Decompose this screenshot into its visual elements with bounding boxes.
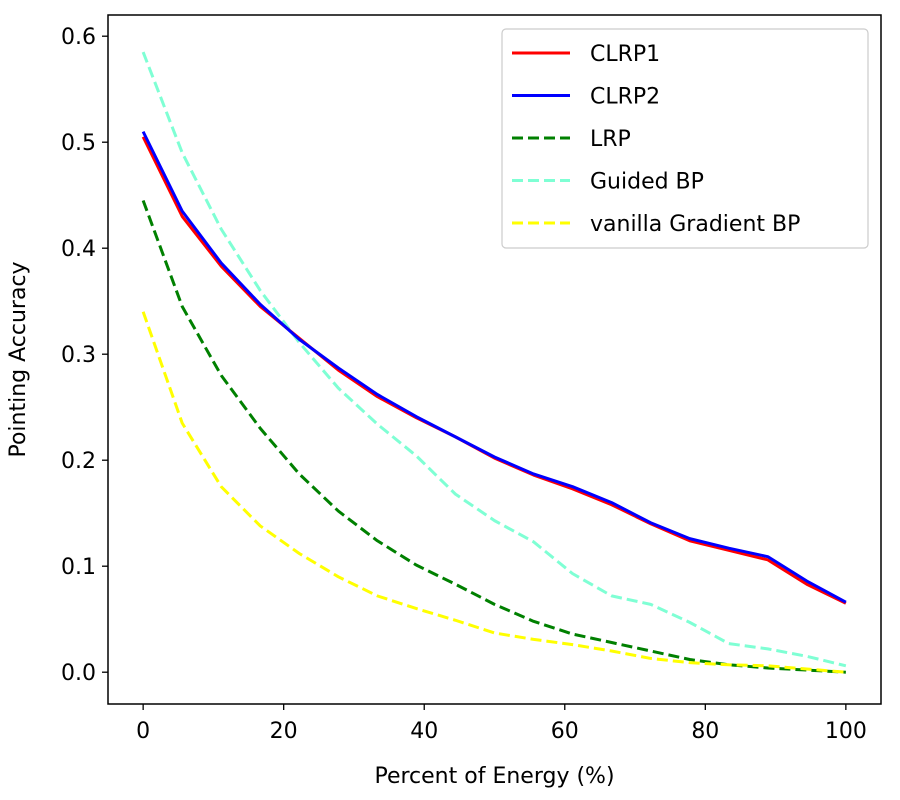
y-tick-label: 0.4 (61, 237, 96, 262)
x-tick-label: 40 (410, 719, 438, 744)
x-tick-label: 20 (270, 719, 298, 744)
y-tick-label: 0.2 (61, 449, 96, 474)
y-tick-label: 0.0 (61, 661, 96, 686)
y-axis-label: Pointing Accuracy (6, 261, 31, 457)
legend: CLRP1 CLRP2 LRP Guided BP vanilla Gradient B… (501, 28, 869, 249)
x-tick-label: 60 (551, 719, 579, 744)
series-line-lrp (141, 199, 846, 674)
legend-label: CLRP1 (590, 42, 660, 67)
x-tick-label: 100 (825, 719, 867, 744)
series-line-guided-bp (141, 51, 847, 668)
series-line-clrp2 (141, 130, 847, 604)
y-axis-ticks: 0.0 0.1 0.2 0.3 0.4 0.5 0.6 (61, 25, 108, 686)
legend-label: CLRP2 (590, 85, 660, 110)
y-tick-label: 0.3 (61, 343, 96, 368)
x-axis-ticks: 0 20 40 60 80 100 (136, 704, 867, 744)
x-tick-label: 0 (136, 719, 150, 744)
plot-frame (107, 14, 882, 705)
y-tick-label: 0.5 (61, 131, 96, 156)
legend-label: LRP (590, 127, 631, 152)
series-line-vanilla-gradient-bp (141, 311, 846, 674)
x-tick-label: 80 (691, 719, 719, 744)
y-tick-label: 0.6 (61, 25, 96, 50)
x-axis-label: Percent of Energy (%) (374, 764, 614, 789)
series-layer (141, 51, 847, 674)
legend-label: Guided BP (590, 170, 704, 195)
y-tick-label: 0.1 (61, 555, 96, 580)
legend-label: vanilla Gradient BP (590, 212, 800, 237)
legend-box (501, 28, 869, 249)
